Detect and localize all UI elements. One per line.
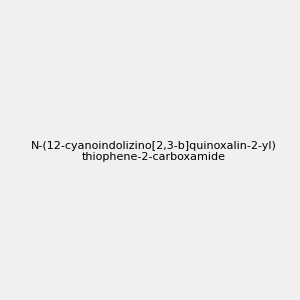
Text: N-(12-cyanoindolizino[2,3-b]quinoxalin-2-yl)
thiophene-2-carboxamide: N-(12-cyanoindolizino[2,3-b]quinoxalin-2… — [31, 141, 277, 162]
